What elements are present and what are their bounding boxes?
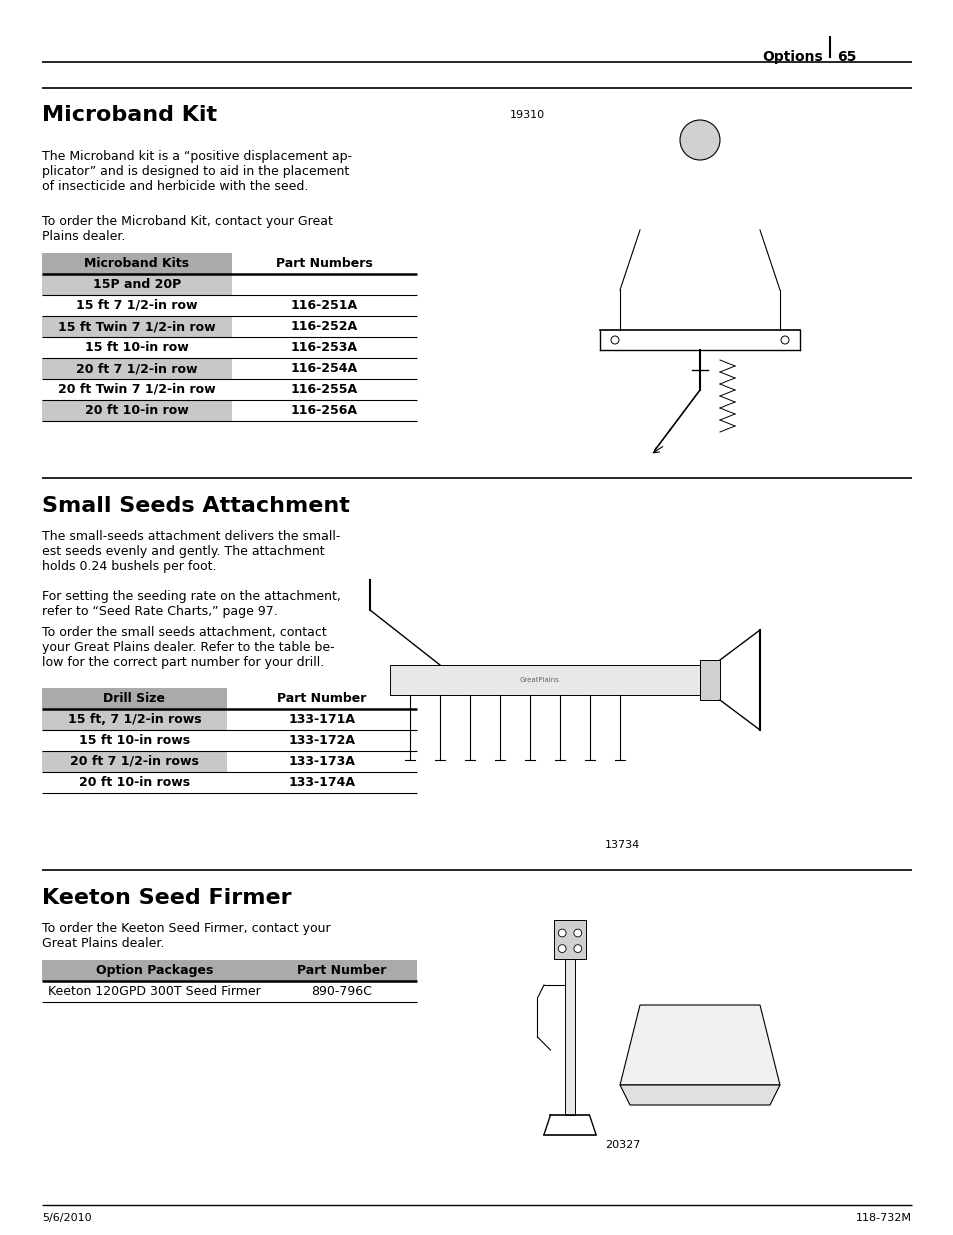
- Text: 118-732M: 118-732M: [855, 1213, 911, 1223]
- Text: 65: 65: [836, 49, 856, 64]
- Text: 890-796C: 890-796C: [312, 986, 372, 998]
- Text: 116-252A: 116-252A: [291, 320, 357, 333]
- Bar: [42, 379, 232, 400]
- Text: Drill Size: Drill Size: [103, 692, 165, 705]
- Text: 5/6/2010: 5/6/2010: [42, 1213, 91, 1223]
- Text: 20 ft 10-in rows: 20 ft 10-in rows: [79, 776, 190, 789]
- Bar: [232, 316, 416, 337]
- Text: 20 ft 7 1/2-in rows: 20 ft 7 1/2-in rows: [70, 755, 199, 768]
- Bar: [42, 316, 232, 337]
- Text: 116-254A: 116-254A: [291, 362, 357, 375]
- Bar: [232, 379, 416, 400]
- Circle shape: [781, 336, 788, 345]
- Bar: [227, 688, 416, 709]
- Polygon shape: [619, 1005, 780, 1086]
- Text: For setting the seeding rate on the attachment,
refer to “Seed Rate Charts,” pag: For setting the seeding rate on the atta…: [42, 590, 340, 618]
- Text: 13734: 13734: [604, 840, 639, 850]
- Text: 116-255A: 116-255A: [291, 383, 357, 396]
- Text: 15 ft 10-in rows: 15 ft 10-in rows: [79, 734, 190, 747]
- Text: 15 ft Twin 7 1/2-in row: 15 ft Twin 7 1/2-in row: [58, 320, 215, 333]
- Text: Small Seeds Attachment: Small Seeds Attachment: [42, 496, 350, 516]
- Bar: [232, 253, 416, 274]
- Text: 20327: 20327: [604, 1140, 639, 1150]
- Bar: [232, 295, 416, 316]
- Bar: [232, 400, 416, 421]
- Bar: [564, 960, 575, 1115]
- Text: Microband Kit: Microband Kit: [42, 105, 217, 125]
- Bar: [42, 730, 227, 751]
- Bar: [42, 295, 232, 316]
- Text: Part Numbers: Part Numbers: [275, 257, 373, 270]
- Bar: [227, 772, 416, 793]
- Bar: [700, 659, 720, 700]
- Text: Microband Kits: Microband Kits: [85, 257, 190, 270]
- Polygon shape: [619, 1086, 780, 1105]
- Circle shape: [558, 929, 565, 937]
- Bar: [42, 400, 232, 421]
- Text: To order the Microband Kit, contact your Great
Plains dealer.: To order the Microband Kit, contact your…: [42, 215, 333, 243]
- Text: 15 ft 10-in row: 15 ft 10-in row: [85, 341, 189, 354]
- Bar: [227, 709, 416, 730]
- Text: 20 ft 7 1/2-in row: 20 ft 7 1/2-in row: [76, 362, 197, 375]
- Circle shape: [574, 945, 581, 952]
- Bar: [42, 981, 267, 1002]
- Text: 15 ft, 7 1/2-in rows: 15 ft, 7 1/2-in rows: [68, 713, 201, 726]
- Circle shape: [558, 945, 565, 952]
- Text: To order the Keeton Seed Firmer, contact your
Great Plains dealer.: To order the Keeton Seed Firmer, contact…: [42, 923, 331, 950]
- Text: Options: Options: [761, 49, 821, 64]
- Bar: [42, 253, 232, 274]
- Text: To order the small seeds attachment, contact
your Great Plains dealer. Refer to : To order the small seeds attachment, con…: [42, 626, 335, 669]
- Text: 116-253A: 116-253A: [291, 341, 357, 354]
- Bar: [232, 358, 416, 379]
- Bar: [267, 960, 416, 981]
- Text: Part Number: Part Number: [277, 692, 366, 705]
- Text: The Microband kit is a “positive displacement ap-
plicator” and is designed to a: The Microband kit is a “positive displac…: [42, 149, 352, 193]
- Bar: [554, 920, 585, 960]
- Bar: [42, 337, 232, 358]
- Text: 19310: 19310: [510, 110, 544, 120]
- Text: 133-173A: 133-173A: [288, 755, 355, 768]
- Circle shape: [574, 929, 581, 937]
- Text: Keeton 120GPD 300T Seed Firmer: Keeton 120GPD 300T Seed Firmer: [48, 986, 260, 998]
- Text: The small-seeds attachment delivers the small-
est seeds evenly and gently. The : The small-seeds attachment delivers the …: [42, 530, 340, 573]
- Text: Option Packages: Option Packages: [95, 965, 213, 977]
- Bar: [42, 274, 232, 295]
- Bar: [42, 772, 227, 793]
- Text: 116-251A: 116-251A: [291, 299, 357, 312]
- Text: Part Number: Part Number: [297, 965, 386, 977]
- Text: 133-171A: 133-171A: [288, 713, 355, 726]
- Text: 20 ft Twin 7 1/2-in row: 20 ft Twin 7 1/2-in row: [58, 383, 215, 396]
- Bar: [227, 751, 416, 772]
- Bar: [42, 688, 227, 709]
- Text: 15P and 20P: 15P and 20P: [92, 278, 181, 291]
- Text: 133-172A: 133-172A: [288, 734, 355, 747]
- Bar: [42, 358, 232, 379]
- Bar: [42, 709, 227, 730]
- Text: 15 ft 7 1/2-in row: 15 ft 7 1/2-in row: [76, 299, 197, 312]
- Text: 133-174A: 133-174A: [288, 776, 355, 789]
- Bar: [232, 337, 416, 358]
- Bar: [267, 981, 416, 1002]
- Bar: [227, 730, 416, 751]
- Bar: [232, 274, 416, 295]
- Bar: [42, 751, 227, 772]
- Text: GreatPlains: GreatPlains: [519, 677, 559, 683]
- Text: Keeton Seed Firmer: Keeton Seed Firmer: [42, 888, 292, 908]
- Bar: [42, 960, 267, 981]
- Text: 116-256A: 116-256A: [291, 404, 357, 417]
- Circle shape: [679, 120, 720, 161]
- Circle shape: [610, 336, 618, 345]
- Text: 20 ft 10-in row: 20 ft 10-in row: [85, 404, 189, 417]
- Bar: [390, 664, 700, 695]
